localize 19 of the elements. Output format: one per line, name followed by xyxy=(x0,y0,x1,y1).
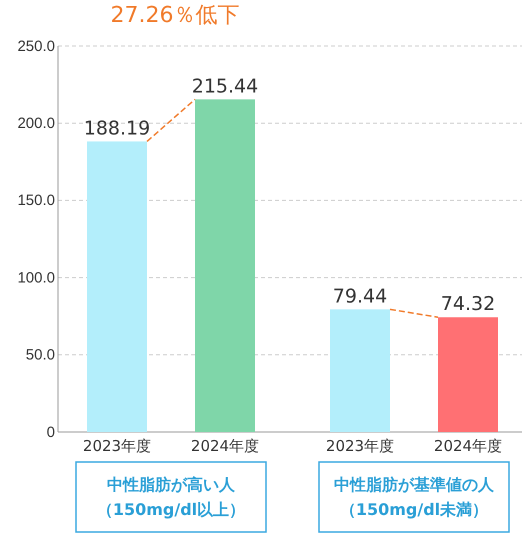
y-tick-label: 0 xyxy=(46,424,55,441)
x-tick-label: 2024年度 xyxy=(190,437,260,455)
data-label: 79.44 xyxy=(332,285,388,308)
text: （150mg/dl未満） xyxy=(340,500,488,519)
y-tick-label: 250.0 xyxy=(17,38,55,55)
data-label: 188.19 xyxy=(84,117,150,140)
y-tick-label: 150.0 xyxy=(17,192,55,210)
y-tick-label: 200.0 xyxy=(17,115,55,132)
y-tick-label: 50.0 xyxy=(26,346,55,364)
x-tick-label: 2023年度 xyxy=(326,437,394,455)
text: 中性脂肪が基準値の人 xyxy=(334,475,495,494)
text: 中性脂肪が高い人 xyxy=(107,475,236,494)
x-tick-label: 2023年度 xyxy=(82,437,152,455)
text: （150mg/dl以上） xyxy=(96,500,246,519)
chart-title: 27.26％低下 xyxy=(110,3,240,28)
x-tick-label: 2024年度 xyxy=(434,437,502,455)
y-tick-label: 100.0 xyxy=(17,269,55,286)
data-label: 215.44 xyxy=(192,75,258,98)
data-label: 74.32 xyxy=(440,293,496,316)
